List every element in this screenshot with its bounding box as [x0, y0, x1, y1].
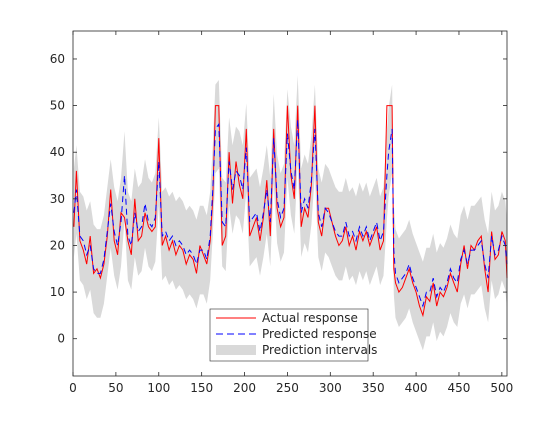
x-tick-label: 0 — [69, 381, 77, 395]
x-tick-label: 500 — [490, 381, 513, 395]
tick-layer: 0 50 100 150 200 250 300 350 400 450 500 0 10 20 30 40 5… — [50, 31, 513, 395]
legend-label-actual: Actual response — [262, 311, 358, 325]
y-tick-label: 40 — [50, 145, 65, 159]
legend-label-intervals: Prediction intervals — [262, 343, 377, 357]
x-tick-label: 100 — [147, 381, 170, 395]
y-tick-label: 30 — [50, 192, 65, 206]
x-tick-label: 150 — [190, 381, 213, 395]
x-tick-label: 200 — [233, 381, 256, 395]
y-tick-label: 20 — [50, 238, 65, 252]
axes-box — [72, 30, 508, 377]
y-tick-label: 50 — [50, 99, 65, 113]
actual-response-line — [73, 105, 508, 318]
legend: Actual response Predicted response Predi… — [209, 308, 377, 362]
y-tick-label: 10 — [50, 285, 65, 299]
predicted-response-line — [73, 119, 508, 308]
y-tick-label: 60 — [50, 52, 65, 66]
series-line-layer — [73, 105, 508, 318]
legend-swatch-intervals — [216, 345, 256, 355]
x-tick-label: 450 — [448, 381, 471, 395]
x-tick-label: 400 — [405, 381, 428, 395]
x-tick-label: 50 — [108, 381, 123, 395]
x-tick-label: 300 — [319, 381, 342, 395]
x-tick-label: 350 — [362, 381, 385, 395]
legend-label-predicted: Predicted response — [262, 327, 377, 341]
y-tick-label: 0 — [57, 332, 65, 346]
x-tick-label: 250 — [276, 381, 299, 395]
